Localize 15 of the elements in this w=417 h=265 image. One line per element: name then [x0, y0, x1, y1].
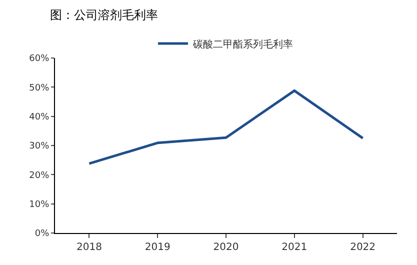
x-tick-label: 2020: [213, 242, 239, 253]
x-tick-label: 2019: [144, 242, 170, 253]
x-tick-label: 2021: [282, 242, 308, 253]
y-tick-label: 30%: [29, 142, 50, 152]
y-tick-label: 20%: [29, 170, 50, 181]
y-tick-label: 40%: [29, 112, 50, 122]
y-tick-label: 50%: [29, 83, 50, 94]
y-tick-label: 0%: [34, 229, 50, 240]
x-tick-label: 2018: [76, 242, 102, 253]
chart-title: 图：公司溶剂毛利率: [50, 8, 158, 22]
line-series: [88, 89, 364, 165]
legend-label: 碳酸二甲酯系列毛利率: [192, 38, 293, 50]
y-tick-label: 60%: [29, 54, 50, 64]
y-tick-label: 10%: [29, 200, 50, 210]
x-tick-label: 2022: [350, 242, 376, 253]
